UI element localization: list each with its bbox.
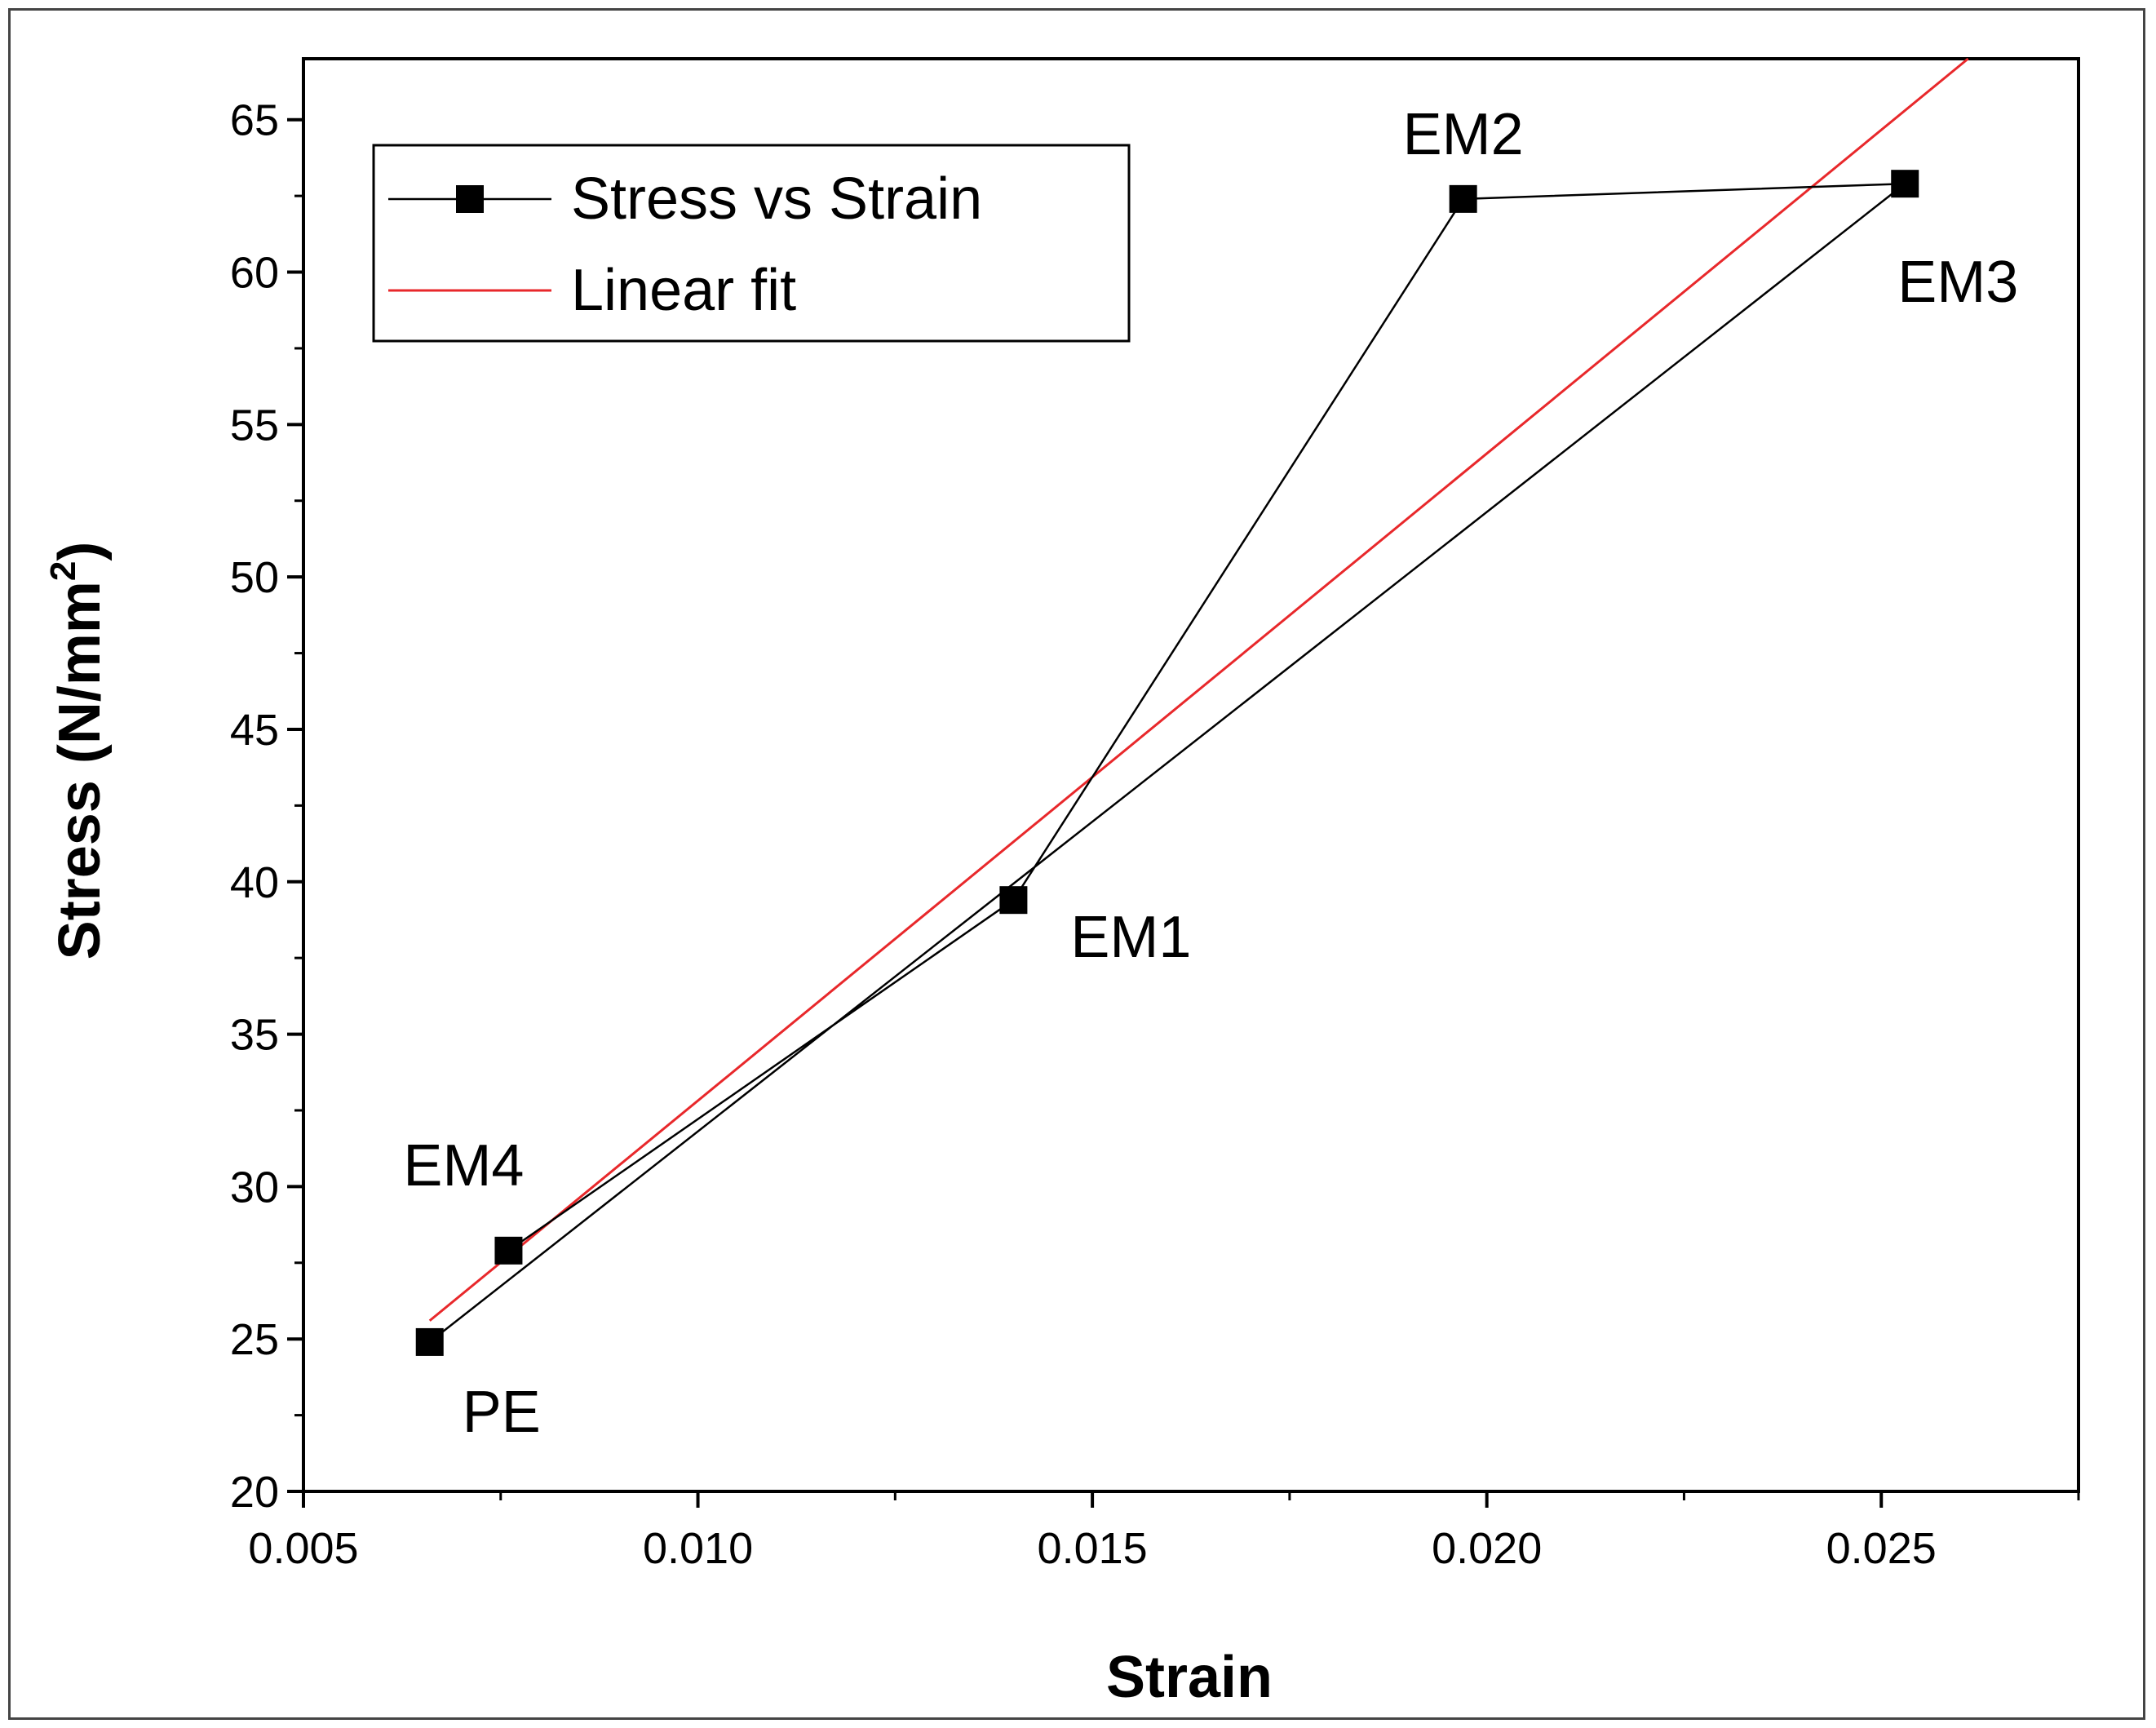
data-point-em2	[1449, 184, 1477, 213]
y-axis-title-main: Stress (N/mm	[47, 581, 113, 959]
y-tick-label: 45	[230, 706, 279, 755]
data-point-pe	[415, 1327, 444, 1356]
y-tick-label: 60	[230, 249, 279, 298]
plot-border	[302, 57, 2080, 1493]
legend-marker-stress	[456, 185, 484, 213]
y-tick-label: 35	[230, 1011, 279, 1060]
point-label-em3: EM3	[1897, 250, 2018, 315]
x-tick-label: 0.005	[248, 1524, 358, 1573]
legend-box	[372, 144, 1131, 343]
x-tick-label: 0.020	[1432, 1524, 1542, 1573]
y-axis-title: Stress (N/mm2)	[43, 542, 113, 960]
x-tick-label: 0.010	[643, 1524, 753, 1573]
x-tick-label: 0.025	[1826, 1524, 1937, 1573]
linear-fit-line	[428, 57, 1969, 1322]
y-tick-label: 40	[230, 858, 279, 907]
point-label-pe: PE	[463, 1380, 541, 1445]
x-tick-label: 0.015	[1038, 1524, 1148, 1573]
legend-label-fit: Linear fit	[571, 258, 796, 323]
y-axis-title-close: )	[47, 542, 113, 561]
data-point-em1	[999, 886, 1028, 915]
stress-strain-line	[428, 182, 1908, 1343]
legend: Stress vs Strain Linear fit	[372, 144, 1131, 343]
axes: 0.005 0.010 0.015 0.020 0.025 20 25 30 35 40 45 50 5…	[230, 57, 2080, 1573]
y-tick-label: 55	[230, 401, 279, 450]
data-point-em3	[1891, 170, 1919, 198]
y-tick-label: 20	[230, 1468, 279, 1517]
point-label-em4: EM4	[403, 1133, 524, 1199]
data-point-em4	[494, 1236, 523, 1265]
y-tick-label: 25	[230, 1315, 279, 1364]
legend-label-stress: Stress vs Strain	[571, 166, 982, 232]
y-tick-label: 30	[230, 1163, 279, 1212]
y-tick-label: 50	[230, 553, 279, 602]
y-tick-label: 65	[230, 96, 279, 145]
series-layer	[415, 57, 1969, 1356]
point-label-em2: EM2	[1403, 102, 1524, 167]
x-axis-title: Strain	[1106, 1645, 1273, 1710]
y-axis-title-superscript: 2	[43, 561, 83, 581]
point-label-em1: EM1	[1070, 905, 1191, 970]
point-labels: PE EM4 EM1 EM2 EM3	[403, 102, 2018, 1445]
